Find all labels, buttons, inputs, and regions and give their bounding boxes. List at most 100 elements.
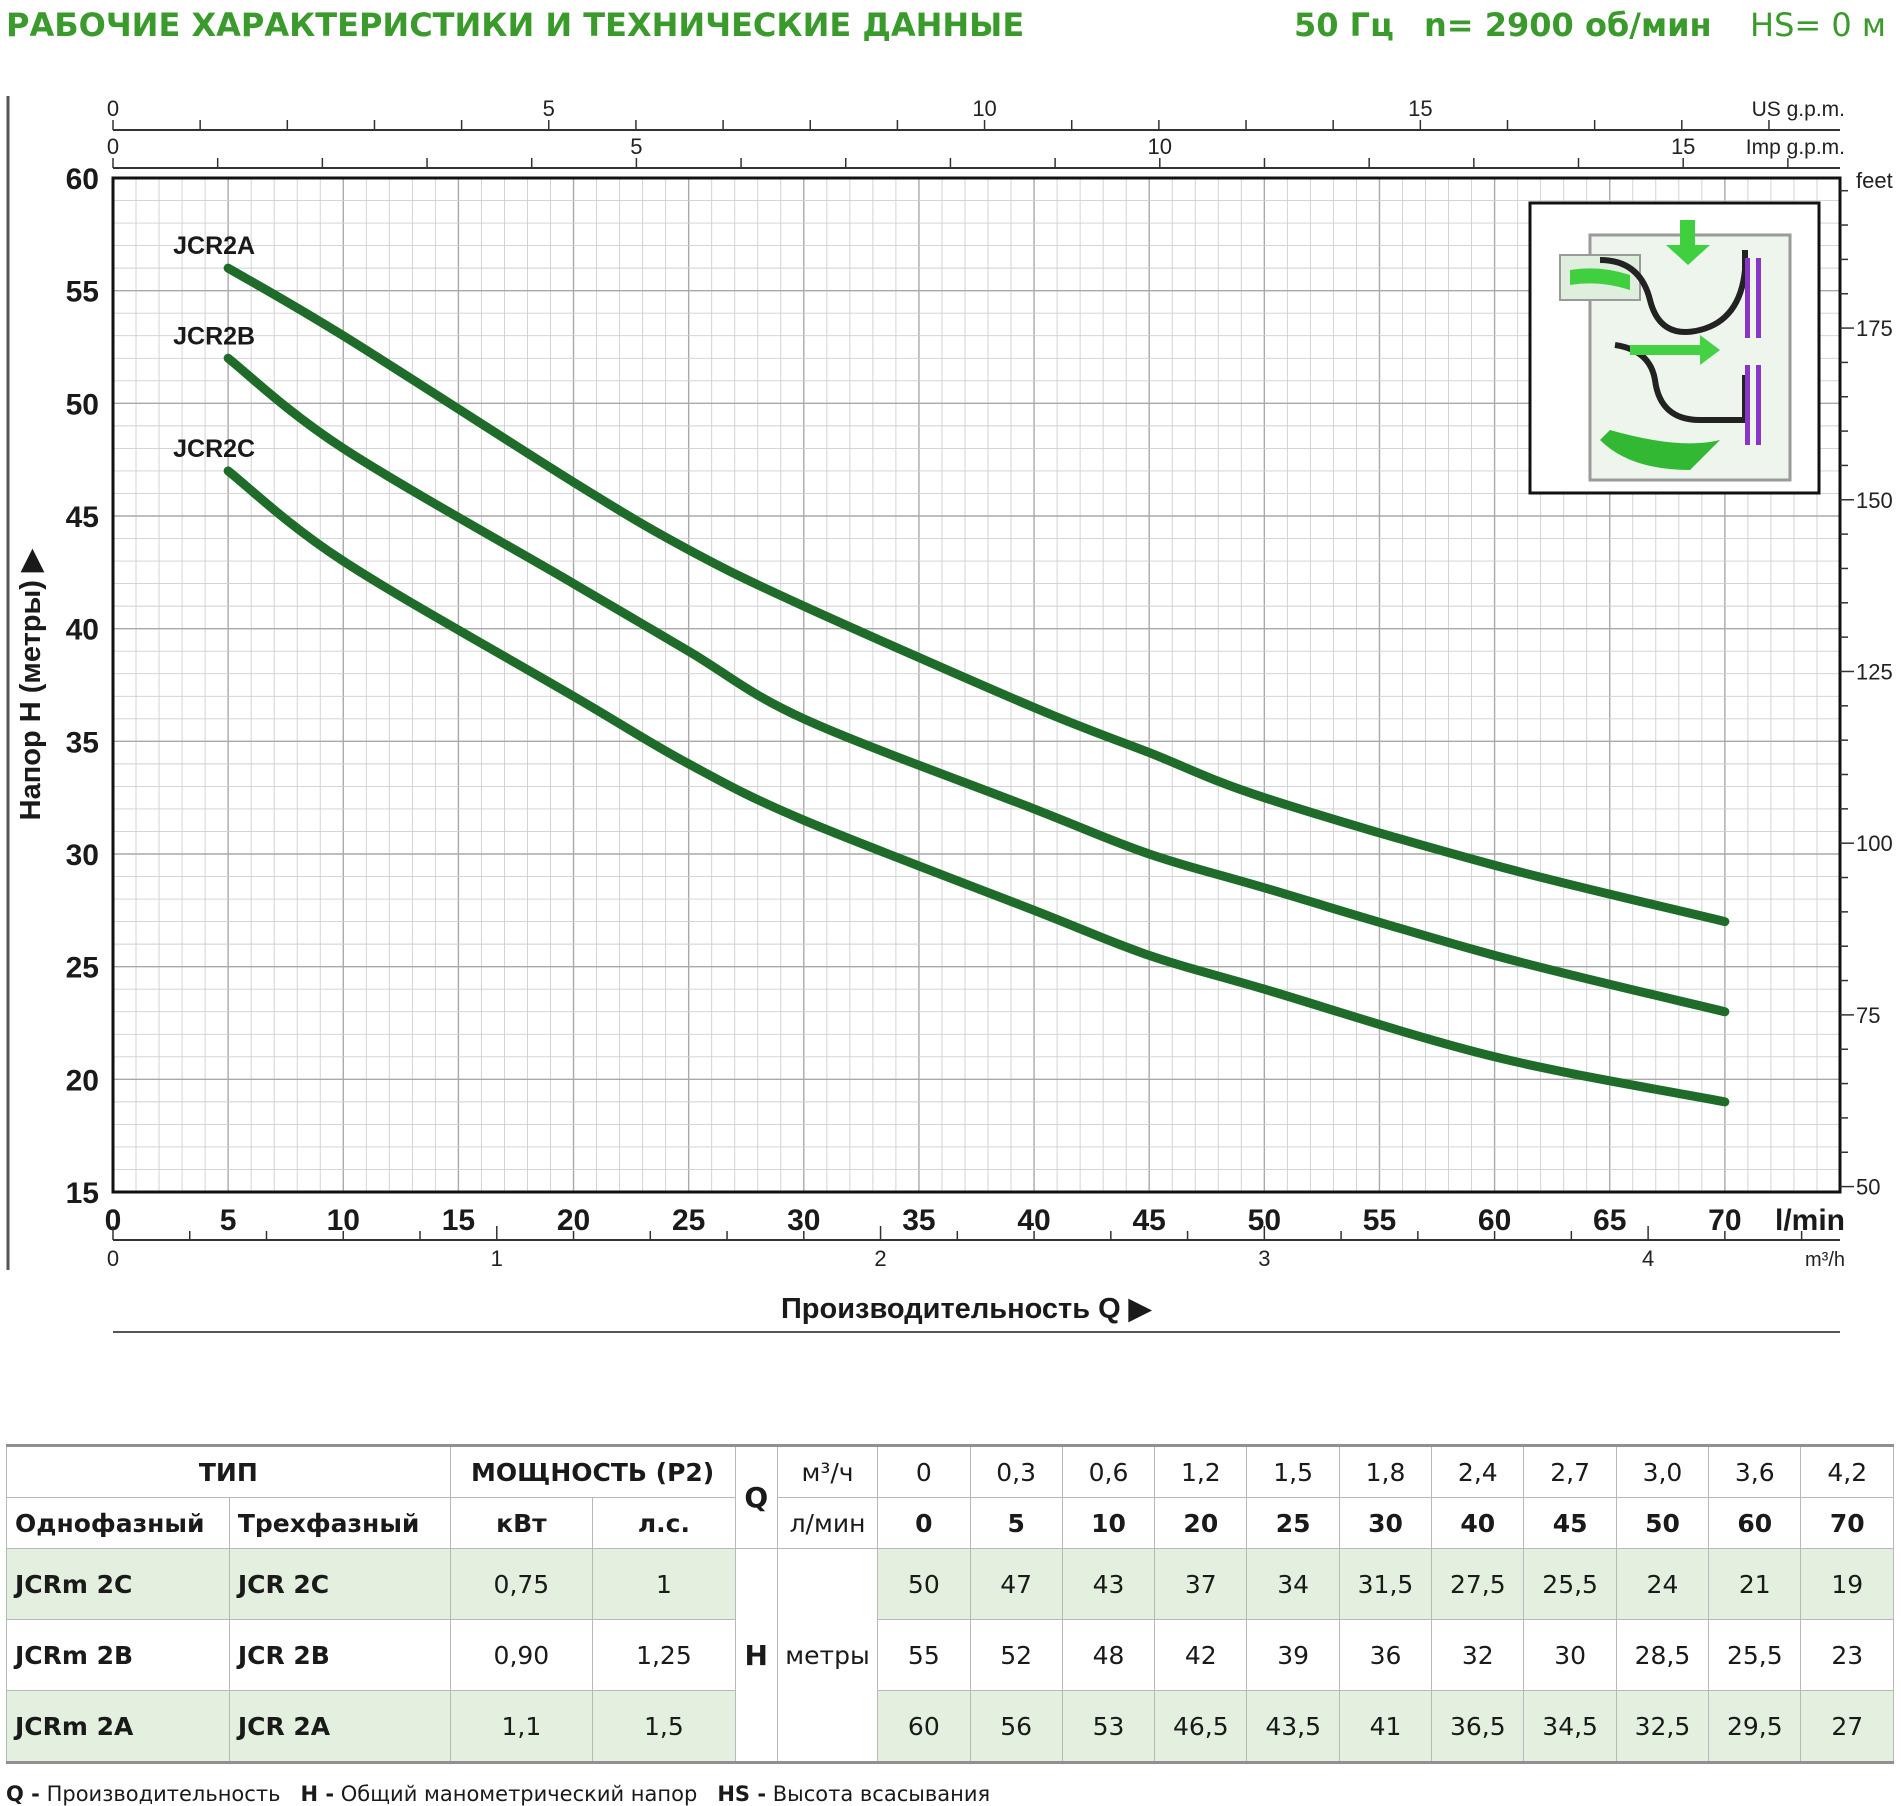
us-gpm-tick-label: 5 [543,96,555,121]
head-value: 27,5 [1431,1548,1525,1620]
m3h-unit-label: m³/h [1805,1249,1845,1271]
legend-h-text: Общий манометрический напор [340,1782,698,1806]
head-value: 56 [969,1690,1063,1763]
lmin-value: 5 [969,1497,1063,1549]
power-hp: 1,25 [592,1619,736,1691]
us-gpm-tick-label: 15 [1408,96,1432,121]
curve-label-jcr2c: JCR2C [173,435,255,463]
head-value: 55 [877,1619,971,1691]
imp-gpm-tick-label: 5 [630,134,642,159]
lmin-value: 50 [1615,1497,1710,1549]
head-value: 31,5 [1338,1548,1433,1620]
lmin-unit-label: л/мин [776,1497,879,1549]
table-row: JCRm 2B JCR 2B 0,90 1,25 55 52 48 42 39 … [6,1619,1894,1691]
feet-tick-label: 175 [1856,316,1893,341]
us-gpm-tick-label: 0 [107,96,119,121]
abbreviation-legend: Q - Производительность H - Общий маномет… [6,1782,990,1806]
imp-gpm-tick-label: 0 [107,134,119,159]
m3h-value: 3,0 [1615,1445,1710,1498]
y-tick-label: 15 [66,1177,99,1210]
y-tick-label: 20 [66,1064,99,1097]
head-value: 34,5 [1523,1690,1617,1763]
m3h-tick-label: 2 [874,1246,886,1271]
m3h-value: 2,7 [1523,1445,1617,1498]
head-value: 48 [1061,1619,1156,1691]
performance-table-wrap: ТИП МОЩНОСТЬ (P2) Q м³/ч 0 0,3 0,6 1,2 1… [6,1444,1894,1764]
head-value: 24 [1615,1548,1710,1620]
three-phase-model: JCR 2A [228,1690,451,1763]
m3h-value: 1,2 [1154,1445,1248,1498]
three-phase-model: JCR 2C [228,1548,451,1620]
chart-curves: JCR2A JCR2B JCR2C [173,232,1730,1107]
power-header: МОЩНОСТЬ (P2) [449,1445,736,1498]
plot-frame [111,176,1842,1194]
power-kw: 0,90 [449,1619,594,1691]
m3h-value: 0,3 [969,1445,1063,1498]
single-phase-model: JCRm 2B [6,1619,230,1691]
m3h-value: 1,8 [1338,1445,1433,1498]
type-header: ТИП [6,1445,451,1498]
m3h-value: 3,6 [1708,1445,1802,1498]
y-tick-label: 55 [66,276,99,309]
power-kw: 1,1 [449,1690,594,1763]
kw-header: кВт [449,1497,594,1549]
head-value: 32,5 [1615,1690,1710,1763]
head-value: 50 [877,1548,971,1620]
frequency-label: 50 Гц [1294,6,1394,44]
head-value: 39 [1246,1619,1340,1691]
us-gpm-tick-label: 10 [972,96,996,121]
y-tick-label: 35 [66,726,99,759]
head-value: 52 [969,1619,1063,1691]
head-value: 29,5 [1708,1690,1802,1763]
head-value: 47 [969,1548,1063,1620]
head-value: 27 [1800,1690,1894,1763]
legend-q-text: Производительность [46,1782,281,1806]
head-value: 21 [1708,1548,1802,1620]
head-value: 43 [1061,1548,1156,1620]
table-row: JCRm 2A JCR 2A 1,1 1,5 60 56 53 46,5 43,… [6,1690,1894,1763]
single-phase-header: Однофазный [6,1497,230,1549]
pump-cutaway-illustration [1528,201,1821,495]
lmin-value: 60 [1708,1497,1802,1549]
h-symbol: H [734,1548,778,1763]
table-header-row-2: Однофазный Трехфазный кВт л.с. л/мин 0 5… [6,1497,1894,1549]
m3h-unit-label: м³/ч [776,1445,879,1498]
page-title: РАБОЧИЕ ХАРАКТЕРИСТИКИ И ТЕХНИЧЕСКИЕ ДАН… [6,6,1025,44]
head-value: 42 [1154,1619,1248,1691]
m3h-tick-label: 4 [1642,1246,1654,1271]
feet-tick-label: 125 [1856,659,1893,684]
m3h-value: 0 [877,1445,971,1498]
m3h-value: 4,2 [1800,1445,1894,1498]
m3h-value: 2,4 [1431,1445,1525,1498]
lmin-value: 0 [877,1497,971,1549]
x-tick-label: 25 [672,1204,705,1237]
x-tick-label: 15 [442,1204,475,1237]
header: РАБОЧИЕ ХАРАКТЕРИСТИКИ И ТЕХНИЧЕСКИЕ ДАН… [0,0,1901,60]
speed-label: n= 2900 об/мин [1424,6,1712,44]
legend-hs-key: HS - [717,1782,767,1806]
imp-gpm-tick-label: 15 [1671,134,1695,159]
curve-jcr2a [223,263,1730,927]
power-hp: 1 [592,1548,736,1620]
y-tick-label: 30 [66,839,99,872]
three-phase-header: Трехфазный [228,1497,451,1549]
head-value: 28,5 [1615,1619,1710,1691]
head-value: 23 [1800,1619,1894,1691]
y-axis-title: Напор H (метры) ▶ [15,548,47,820]
m3h-value: 1,5 [1246,1445,1340,1498]
lmin-value: 30 [1338,1497,1433,1549]
lmin-value: 70 [1800,1497,1894,1549]
feet-unit-label: feet [1856,168,1893,193]
y-tick-label: 25 [66,952,99,985]
imp-gpm-unit-label: Imp g.p.m. [1746,136,1845,159]
head-value: 41 [1338,1690,1433,1763]
us-gpm-unit-label: US g.p.m. [1752,98,1845,121]
power-hp: 1,5 [592,1690,736,1763]
legend-hs-text: Высота всасывания [772,1782,991,1806]
lmin-value: 45 [1523,1497,1617,1549]
curve-label-jcr2a: JCR2A [173,232,255,260]
legend-h-key: H - [300,1782,335,1806]
hp-header: л.с. [592,1497,736,1549]
q-symbol: Q [734,1445,778,1549]
